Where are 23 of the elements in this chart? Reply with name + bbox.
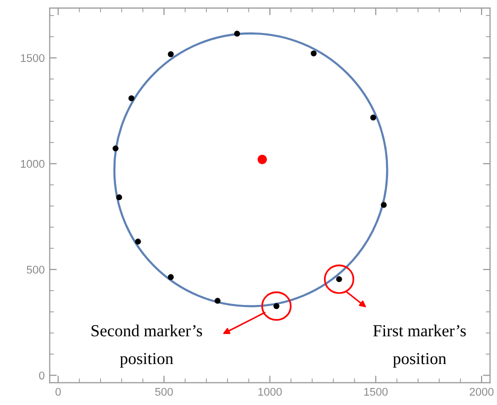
annotation: First marker’s position	[373, 324, 466, 368]
point	[116, 194, 122, 200]
x-tick-label: 1500	[364, 388, 388, 396]
x-tick-label: 500	[155, 388, 173, 396]
x-tick-label: 0	[56, 388, 61, 396]
point	[112, 145, 118, 152]
y-tick-label: 1500	[20, 54, 44, 62]
point	[135, 238, 141, 244]
point	[380, 202, 387, 208]
point	[168, 51, 174, 58]
point	[214, 298, 221, 304]
point	[258, 154, 267, 164]
y-tick-label: 500	[26, 266, 44, 274]
y-tick-label: 1000	[20, 160, 44, 168]
x-tick-label: 1000	[258, 388, 282, 396]
y-tick-label: 0	[39, 372, 44, 380]
point	[310, 50, 317, 56]
point	[234, 30, 240, 37]
point	[128, 95, 134, 102]
x-tick-label: 2000	[470, 388, 494, 396]
annotation: Second marker’s position	[92, 324, 202, 368]
point	[168, 274, 174, 280]
point	[370, 114, 376, 120]
